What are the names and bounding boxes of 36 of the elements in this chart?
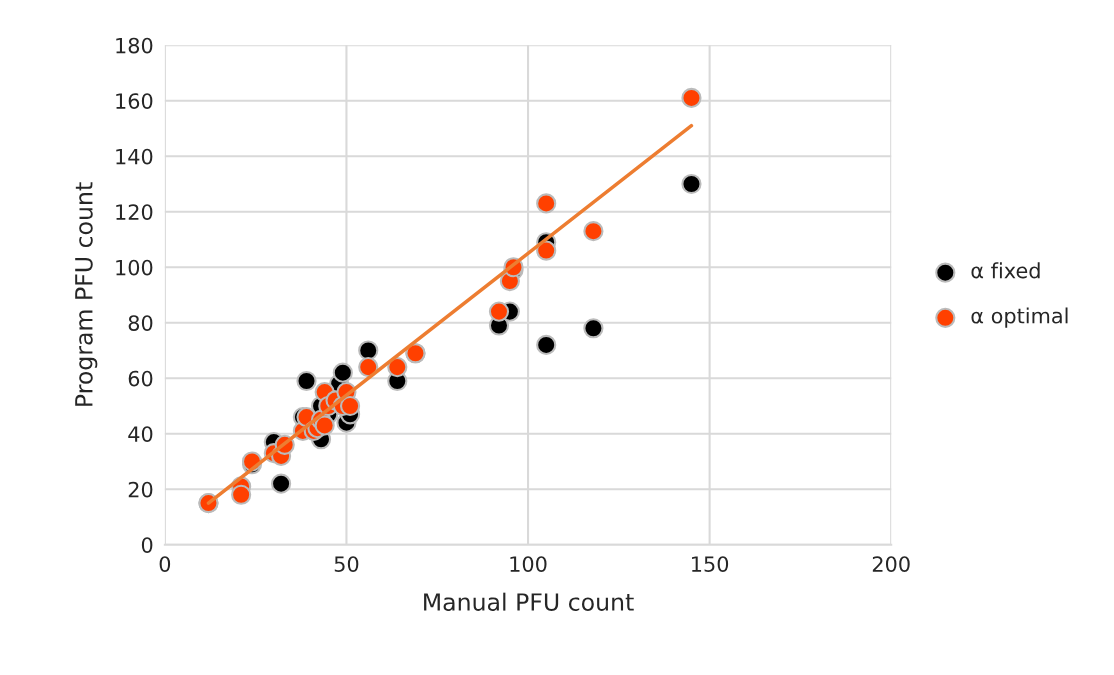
point [231, 484, 252, 505]
point [488, 301, 510, 322]
point [583, 318, 604, 339]
point [387, 357, 408, 378]
y-tick-label: 20 [128, 481, 153, 498]
point [296, 370, 317, 392]
point [536, 193, 557, 214]
point [358, 340, 379, 361]
point [358, 357, 379, 378]
x-tick-label: 200 [872, 556, 910, 572]
point [536, 334, 557, 356]
y-tick-label: 40 [128, 426, 153, 442]
point [314, 415, 335, 436]
x-axis-title: Manual PFU count [424, 592, 634, 611]
point [681, 87, 702, 109]
y-tick-label: 60 [128, 370, 153, 387]
point [536, 240, 557, 261]
point [583, 221, 604, 242]
legend-label: α optimal [971, 307, 1068, 328]
point [681, 173, 702, 195]
legend-label: α fixed [971, 262, 1040, 279]
y-tick-label: 160 [116, 93, 153, 109]
point [270, 473, 292, 494]
y-tick-label: 0 [141, 537, 153, 553]
x-tick-label: 100 [510, 556, 547, 572]
x-tick-label: 0 [159, 556, 171, 572]
point [339, 395, 361, 417]
x-tick-label: 150 [692, 556, 729, 572]
point [332, 362, 353, 383]
y-tick-label: 80 [128, 315, 153, 331]
y-tick-label: 140 [116, 148, 153, 165]
y-tick-label: 120 [116, 204, 153, 220]
y-axis-title: Program PFU count [75, 182, 98, 406]
x-tick-label: 50 [334, 556, 359, 572]
y-tick-label: 180 [116, 37, 153, 54]
y-tick-label: 100 [116, 259, 153, 276]
